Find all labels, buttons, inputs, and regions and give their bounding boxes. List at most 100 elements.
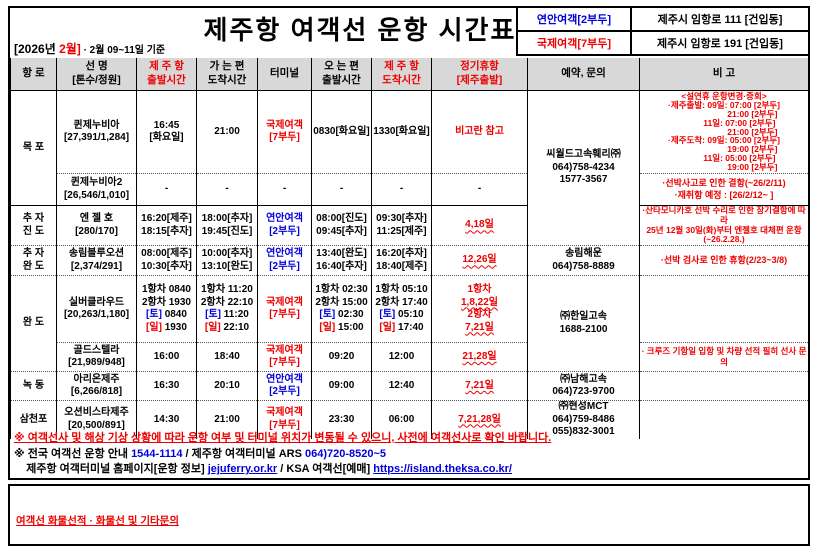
text: 예약, 문의 bbox=[561, 67, 606, 80]
cell-jeju-depart: 16:00 bbox=[136, 342, 197, 372]
text: [26,546/1,010] bbox=[63, 189, 130, 201]
cell-line: 1항차 0840 bbox=[138, 284, 195, 297]
cell-jeju-arrive: 16:20[추자] 18:40[제주] bbox=[371, 245, 432, 276]
text: 실버클라우드 bbox=[68, 296, 125, 308]
cell-jeju-depart: 1항차 0840 2항차 1930 [토] 0840 [일] 1930 bbox=[136, 275, 197, 343]
text: ·제주도착: 09일: 05:00 [2부두] bbox=[668, 135, 780, 146]
date-month: 2월] bbox=[59, 42, 81, 56]
cell-remark bbox=[639, 400, 809, 439]
cell-line: 064)759-8486 bbox=[529, 414, 638, 427]
text: 비고란 참고 bbox=[455, 125, 504, 137]
text: ㈜한일고속 bbox=[560, 311, 607, 323]
cell-line: 20:10 bbox=[198, 380, 256, 393]
text: 16:20[제주] bbox=[141, 213, 192, 225]
cell-line: 18:40 bbox=[198, 351, 256, 364]
header-jeju-arrive: 제 주 항 도착시간 bbox=[371, 58, 432, 91]
cell-jeju-arrive: 1330[화요일] bbox=[371, 90, 432, 174]
header-return-depart: 오 는 편 출발시간 bbox=[311, 58, 372, 91]
text: 11일: 05:00 [2부두] bbox=[672, 153, 776, 164]
table-row: 완 도 실버클라우드 [20,263/1,180] 1항차 0840 2항차 1930[… bbox=[10, 275, 809, 372]
text: 0830[화요일] bbox=[313, 125, 370, 137]
cell-line: · 크루즈 기항일 입항 및 차량 선적 필히 선사 문의 bbox=[641, 346, 807, 367]
link-theksa[interactable]: https://island.theksa.co.kr/ bbox=[373, 463, 512, 476]
text: 1330[화요일] bbox=[373, 125, 430, 137]
text: 1항차 05:10 bbox=[375, 284, 428, 296]
cell-line: 16:20[추자] bbox=[373, 248, 430, 261]
cell-line: 21:00 bbox=[198, 126, 256, 139]
cell-holiday: 4,18일 bbox=[431, 204, 528, 246]
text: 진 도 bbox=[22, 225, 45, 237]
text: 0840 bbox=[164, 309, 187, 321]
text: - bbox=[282, 183, 287, 195]
text: 연안여객 bbox=[266, 373, 303, 385]
text: 선 명 bbox=[85, 60, 108, 73]
cell-line: ㈜남해고속 bbox=[529, 374, 638, 387]
text: [6,266/818] bbox=[70, 386, 123, 398]
text: [톤수/정원] bbox=[72, 74, 121, 86]
terminal-address-table: 연안여객[2부두] 제주시 임항로 111 [건입동] 국제여객[7부두] 제주… bbox=[516, 6, 810, 56]
text: [일] bbox=[379, 321, 399, 333]
text: 7,21일 bbox=[465, 321, 494, 333]
text: 연안여객 bbox=[266, 248, 303, 260]
text: [21,989/948] bbox=[68, 357, 125, 369]
cell-holiday: 12,26일 bbox=[431, 245, 528, 276]
text: [2부두] bbox=[269, 386, 300, 398]
text: 2항차 17:40 bbox=[375, 296, 428, 308]
text: 064)758-4234 bbox=[552, 161, 615, 173]
text: 완 도 bbox=[22, 317, 45, 329]
cell-remark: ·선박사고로 인한 결항(~26/2/11) ·재취항 예정 : [26/2/12… bbox=[639, 173, 809, 206]
text: 064)720-8520~5 bbox=[304, 447, 387, 460]
terminal-address-coastal: 제주시 임항로 111 [건입동] bbox=[630, 6, 810, 32]
cell-line: 16:40[추자] bbox=[313, 261, 370, 274]
cell-line: [2부두] bbox=[259, 226, 310, 239]
cell-arrive: 1항차 11:20 2항차 22:10 [토] 11:20 [일] 22:10 bbox=[196, 275, 258, 343]
cell-line: 21:00 [2부두] bbox=[641, 109, 807, 119]
cell-line: 10:00[추자] bbox=[198, 248, 256, 261]
cell-holiday: 7,21,28일 bbox=[431, 400, 528, 439]
cell-line: - bbox=[138, 183, 195, 196]
text: / KSA 여객선[예매] bbox=[277, 463, 374, 476]
cell-arrive: 10:00[추자] 13:10[완도] bbox=[196, 245, 258, 276]
cell-jeju-depart: 16:30 bbox=[136, 371, 197, 401]
cell-line: [7부두] bbox=[259, 420, 310, 433]
cell-line: 도착시간 bbox=[198, 74, 256, 88]
cell-line: - bbox=[313, 183, 370, 196]
cell-line: 도착시간 bbox=[373, 74, 430, 88]
text: 제주항 여객터미널 홈페이지[운항 정보] bbox=[14, 463, 208, 476]
text: 064)759-8486 bbox=[552, 413, 615, 425]
cell-arrive: 20:10 bbox=[196, 371, 258, 401]
cell-line: 11:25[제주] bbox=[373, 226, 430, 239]
cell-line: - bbox=[198, 183, 256, 196]
text: 18:15[추자] bbox=[141, 225, 192, 237]
text: 엔 젤 호 bbox=[79, 213, 114, 225]
text: [일] bbox=[146, 321, 165, 333]
date-note: [2026년 2월] · 2월 09~11일 기준 bbox=[14, 40, 165, 57]
cell-terminal: 연안여객 [2부두] bbox=[257, 204, 312, 246]
text: 06:00 bbox=[388, 413, 415, 425]
cell-arrive: 18:00[추자] 19:45[진도] bbox=[196, 204, 258, 246]
cell-line: 19:00 [2부두] bbox=[641, 163, 807, 172]
text: 가 는 편 bbox=[209, 60, 245, 73]
cell-line: 09:00 bbox=[313, 380, 370, 393]
cell-line: 2항차 17:40 bbox=[373, 297, 430, 310]
terminal-address-international: 제주시 임항로 191 [건입동] bbox=[630, 30, 810, 56]
cell-line: 13:40[완도] bbox=[313, 248, 370, 261]
link-jejuferry[interactable]: jejuferry.or.kr bbox=[207, 463, 278, 476]
cell-jeju-depart: 14:30 bbox=[136, 400, 197, 439]
text: 2항차 bbox=[467, 309, 492, 321]
cell-ship: 퀸제누비아2 [26,546/1,010] bbox=[56, 173, 137, 206]
table-row: 목 포 퀸제누비아 [27,391/1,284] 16:45 [화요일] 21:00 국제여… bbox=[10, 90, 809, 246]
text: 16:45 bbox=[153, 119, 180, 131]
text: 완 도 bbox=[22, 260, 45, 272]
cell-jeju-depart: 08:00[제주] 10:30[추자] bbox=[136, 245, 197, 276]
cell-line: 삼천포 bbox=[12, 414, 55, 427]
cell-line: 10:30[추자] bbox=[138, 261, 195, 274]
cell-line: 완 도 bbox=[12, 317, 55, 330]
cell-jeju-depart: 16:20[제주] 18:15[추자] bbox=[136, 204, 197, 246]
table-row: 삼천포 오션비스타제주 [20,500/891] 14:30 21:00 국제여객 [7부두… bbox=[10, 400, 809, 439]
cell-line: 19:45[진도] bbox=[198, 226, 256, 239]
cell-line: 추 자 bbox=[12, 248, 55, 261]
cell-line: 21:00 [2부두] bbox=[641, 127, 807, 137]
